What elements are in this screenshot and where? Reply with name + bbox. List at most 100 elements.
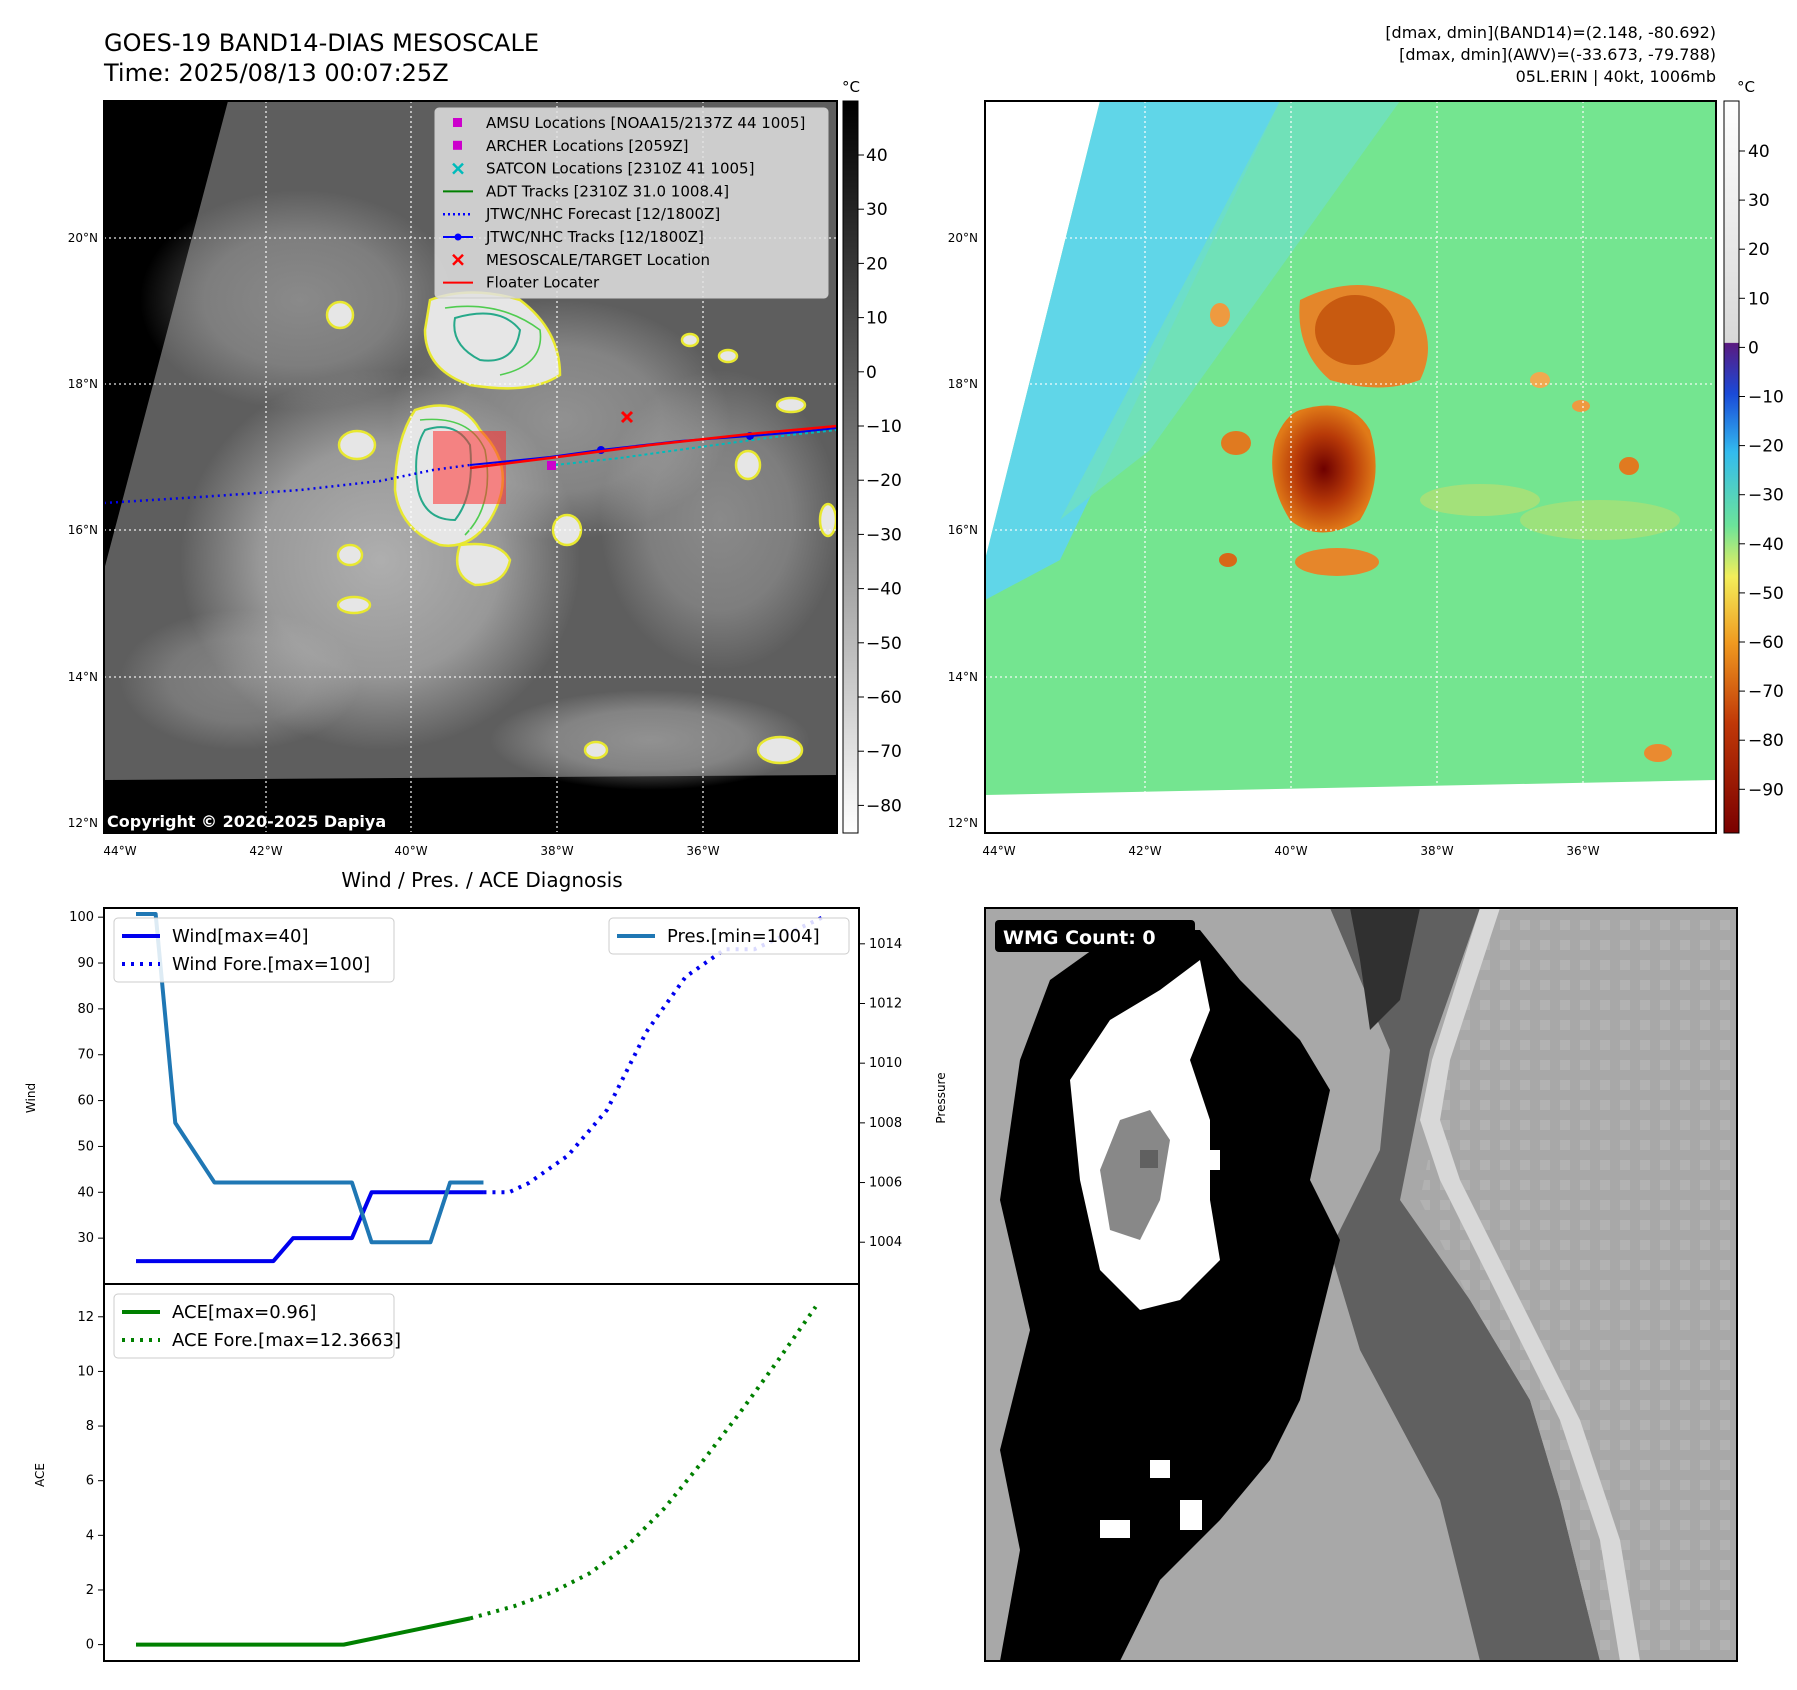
colorbar-tick-label: −80	[866, 796, 902, 816]
y-tick-label: 50	[77, 1139, 94, 1154]
wind-pressure-chart: 100 90 80 70 60 50 40 30 1014 1012 1010 1008 1006 100…	[69, 907, 902, 1285]
y2-tick-label: 1008	[869, 1116, 902, 1131]
y-tick-label: 80	[77, 1002, 94, 1017]
colorbar-tick-label: −10	[1748, 388, 1784, 408]
lat-tick: 16°N	[948, 523, 978, 537]
colorbar-tick-label: −40	[1748, 535, 1784, 555]
chart-legend-right	[608, 917, 850, 955]
copyright-text: Copyright © 2020-2025 Dapiya	[107, 812, 386, 831]
colorbar-tick-label: 40	[866, 146, 888, 166]
y2-tick-label: 1012	[869, 996, 902, 1011]
lon-tick: 36°W	[686, 844, 719, 858]
colorbar-tick-label: −40	[866, 580, 902, 600]
wmg-panel: WMG Count: 0	[984, 907, 1738, 1662]
colorbar-tick-label: 30	[866, 200, 888, 220]
ir-color-map	[984, 100, 1717, 834]
lon-tick: 42°W	[1128, 844, 1161, 858]
wmg-count-label: WMG Count: 0	[1003, 927, 1156, 949]
map-legend: AMSU Locations [NOAA15/2137Z 44 1005] ARC…	[434, 107, 829, 299]
y-tick-label: 2	[86, 1583, 94, 1598]
lon-tick: 42°W	[249, 844, 282, 858]
lat-tick: 14°N	[68, 670, 98, 684]
colorbar-tick-label: 20	[866, 254, 888, 274]
colorbar-tick-label: −30	[1748, 486, 1784, 506]
colorbar-tick-label: −70	[866, 742, 902, 762]
info-line-1: [dmax, dmin](BAND14)=(2.148, -80.692)	[1385, 23, 1716, 42]
colorbar-tick-label: −20	[1748, 437, 1784, 457]
series-line-0	[136, 1616, 471, 1647]
colorbar-tick-label: −60	[866, 688, 902, 708]
colorbar-tick-label: −30	[866, 525, 902, 545]
legend-label: JTWC/NHC Tracks [12/1800Z]	[485, 228, 704, 246]
legend-label: ARCHER Locations [2059Z]	[486, 137, 689, 155]
color-colorbar: °C 40 30 20 10 0 −10 −20 −30 −40 −50 −60 −70 −80 −90	[1723, 78, 1784, 834]
colorbar-tick-label: 10	[1748, 289, 1770, 309]
y-tick-label: 70	[77, 1048, 94, 1063]
colorbar-tick-label: 0	[1748, 338, 1759, 358]
lat-tick: 14°N	[948, 670, 978, 684]
legend-label: AMSU Locations [NOAA15/2137Z 44 1005]	[486, 114, 805, 132]
y-tick-label: 60	[77, 1094, 94, 1109]
wind-axis-label: Wind	[24, 1083, 38, 1113]
legend-marker-dot	[454, 233, 462, 241]
y-tick-label: 0	[86, 1638, 94, 1653]
colorbar-tick-label: −50	[866, 634, 902, 654]
lon-tick: 38°W	[540, 844, 573, 858]
info-line-2: [dmax, dmin](AWV)=(-33.673, -79.788)	[1399, 45, 1716, 64]
colorbar-tick-label: −10	[866, 417, 902, 437]
ace-axis-label: ACE	[33, 1463, 47, 1487]
colorbar-tick-label: −60	[1748, 633, 1784, 653]
legend-label: ACE Fore.[max=12.3663]	[172, 1330, 401, 1351]
title-line-2: Time: 2025/08/13 00:07:25Z	[103, 59, 449, 87]
map2-lon-labels: 44°W 42°W 40°W 38°W 36°W	[982, 844, 1599, 858]
y-tick-label: 8	[86, 1419, 94, 1434]
legend-label: Floater Locater	[486, 274, 600, 292]
lat-tick: 12°N	[68, 816, 98, 830]
lat-tick: 12°N	[948, 816, 978, 830]
title-line-1: GOES-19 BAND14-DIAS MESOSCALE	[104, 29, 539, 57]
y-tick-label: 6	[86, 1474, 94, 1489]
map2-lat-labels: 20°N 18°N 16°N 14°N 12°N	[948, 231, 978, 830]
colorbar-tick-label: 0	[866, 363, 877, 383]
lon-tick: 38°W	[1420, 844, 1453, 858]
map1-lon-labels: 44°W 42°W 40°W 38°W 36°W	[103, 844, 719, 858]
series-line-2	[136, 911, 484, 1245]
colorbar-tick-label: 10	[866, 309, 888, 329]
lon-tick: 40°W	[1274, 844, 1307, 858]
legend-marker	[452, 162, 464, 175]
legend-label: Pres.[min=1004]	[667, 926, 820, 947]
y-tick-label: 30	[77, 1231, 94, 1246]
colorbar-tick-label: 40	[1748, 142, 1770, 162]
legend-label: JTWC/NHC Forecast [12/1800Z]	[485, 205, 720, 223]
lat-tick: 20°N	[948, 231, 978, 245]
y-tick-label: 100	[69, 910, 94, 925]
colorbar-unit: °C	[1737, 78, 1755, 96]
ir-gray-map: Copyright © 2020-2025 Dapiya AMSU Locati…	[103, 100, 838, 834]
map1-lat-labels: 20°N 18°N 16°N 14°N 12°N	[68, 231, 98, 830]
legend-label: Wind[max=40]	[172, 926, 309, 947]
colorbar-tick-label: −70	[1748, 682, 1784, 702]
lat-tick: 16°N	[68, 523, 98, 537]
lat-tick: 20°N	[68, 231, 98, 245]
legend-label: MESOSCALE/TARGET Location	[486, 251, 710, 269]
y2-tick-label: 1006	[869, 1176, 902, 1191]
colorbar-tick-label: 20	[1748, 240, 1770, 260]
lon-tick: 44°W	[982, 844, 1015, 858]
legend-label: ADT Tracks [2310Z 31.0 1008.4]	[486, 182, 729, 200]
info-line-3: 05L.ERIN | 40kt, 1006mb	[1516, 67, 1716, 86]
legend-marker	[453, 140, 462, 150]
colorbar-tick-label: −50	[1748, 584, 1784, 604]
colorbar-tick-label: −80	[1748, 731, 1784, 751]
diagnosis-title: Wind / Pres. / ACE Diagnosis	[341, 868, 622, 892]
gray-colorbar: °C 40 30 20 10 0 −10 −20 −30 −40 −50 −60 −70 −80	[842, 78, 902, 834]
y2-tick-label: 1004	[869, 1235, 902, 1250]
legend-label: SATCON Locations [2310Z 41 1005]	[486, 160, 754, 178]
chart-legend	[113, 1293, 395, 1359]
lat-tick: 18°N	[68, 377, 98, 391]
lon-tick: 36°W	[1566, 844, 1599, 858]
colorbar-unit: °C	[842, 78, 860, 96]
legend-marker	[452, 253, 464, 266]
series-line-0	[136, 1190, 484, 1264]
colorbar-tick-label: −20	[866, 471, 902, 491]
